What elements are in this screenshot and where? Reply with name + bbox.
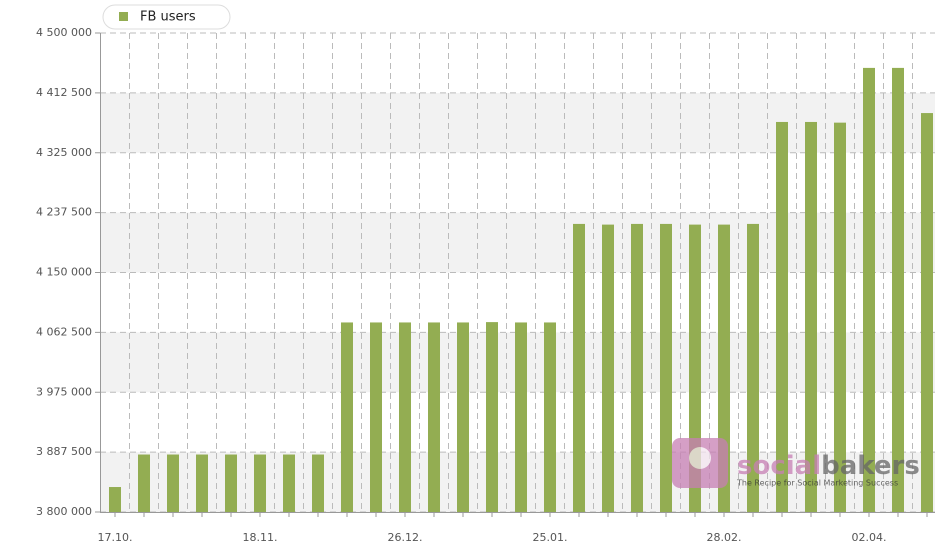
bar (834, 122, 846, 513)
y-tick-label: 4 062 500 (36, 325, 92, 338)
y-tick-label: 3 887 500 (36, 445, 92, 458)
legend-label: FB users (140, 10, 196, 25)
bar (283, 454, 295, 512)
bar (399, 322, 411, 512)
bar (196, 454, 208, 512)
bar (341, 322, 353, 512)
bar (805, 121, 817, 512)
y-tick-label: 3 975 000 (36, 385, 92, 398)
watermark-logo-face (689, 447, 711, 469)
bar (312, 454, 324, 512)
bar (138, 454, 150, 512)
watermark-brand-end: bakers (821, 451, 920, 481)
watermark-brand-start: social (737, 451, 821, 481)
x-tick-label: 28.02. (707, 531, 742, 544)
legend-box (102, 4, 231, 30)
bar (428, 322, 440, 512)
bar (109, 487, 121, 512)
watermark: socialbakers The Recipe for Social Marke… (672, 438, 920, 488)
x-tick-label: 25.01. (533, 531, 568, 544)
y-tick-label: 4 412 500 (36, 86, 92, 99)
bar (486, 322, 498, 512)
legend: FB users (102, 4, 231, 30)
legend-swatch (119, 12, 128, 21)
bar (457, 322, 469, 512)
bar (573, 223, 585, 512)
y-tick-label: 3 800 000 (36, 505, 92, 518)
x-tick-label: 02.04. (852, 531, 887, 544)
bar (747, 223, 759, 512)
bar (776, 121, 788, 512)
bar (544, 322, 556, 512)
y-tick-label: 4 325 000 (36, 146, 92, 159)
bar (921, 113, 933, 512)
grid-band (100, 92, 935, 153)
y-tick-label: 4 237 500 (36, 206, 92, 219)
bar (515, 322, 527, 512)
x-tick-label: 18.11. (243, 531, 278, 544)
grid-band (100, 212, 935, 273)
bar (660, 223, 672, 512)
y-tick-label: 4 150 000 (36, 266, 92, 279)
x-tick-label: 26.12. (388, 531, 423, 544)
watermark-tagline: The Recipe for Social Marketing Success (736, 479, 898, 488)
bar (225, 454, 237, 512)
x-tick-label: 17.10. (98, 531, 133, 544)
bar (370, 322, 382, 512)
bar (892, 67, 904, 513)
bar (254, 454, 266, 512)
bar (167, 454, 179, 512)
y-tick-label: 4 500 000 (36, 26, 92, 39)
bar (602, 224, 614, 512)
bar (631, 223, 643, 512)
bar (863, 67, 875, 513)
watermark-brand: socialbakers (737, 451, 920, 481)
